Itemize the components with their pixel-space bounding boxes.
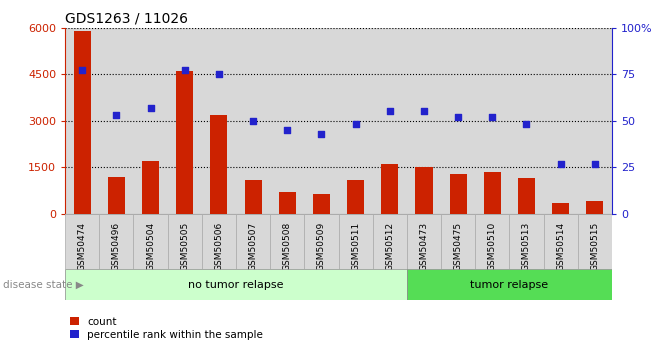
Point [111, 112, 122, 118]
Text: GSM50504: GSM50504 [146, 222, 155, 271]
Point [521, 122, 532, 127]
Bar [313, 194, 330, 214]
Text: GSM50507: GSM50507 [249, 222, 258, 272]
Bar [99, 28, 133, 214]
Text: GSM50473: GSM50473 [419, 222, 428, 271]
Point [590, 161, 600, 166]
Bar [587, 201, 603, 214]
Bar [552, 203, 569, 214]
Bar [304, 214, 339, 269]
Bar [245, 180, 262, 214]
Bar [168, 214, 202, 269]
Text: GSM50515: GSM50515 [590, 222, 600, 272]
Bar [133, 28, 168, 214]
Bar [441, 214, 475, 269]
Bar [65, 269, 407, 300]
Point [350, 122, 361, 127]
Bar [372, 214, 407, 269]
Bar [65, 28, 99, 214]
Point [555, 161, 566, 166]
Bar [210, 115, 227, 214]
Text: GSM50506: GSM50506 [214, 222, 223, 272]
Bar [509, 28, 544, 214]
Point [77, 68, 87, 73]
Bar [270, 28, 304, 214]
Bar [236, 214, 270, 269]
Bar [518, 178, 535, 214]
Point [453, 114, 464, 120]
Bar [133, 214, 168, 269]
Text: GSM50509: GSM50509 [317, 222, 326, 272]
Bar [74, 31, 90, 214]
Bar [484, 172, 501, 214]
Bar [544, 28, 577, 214]
Point [419, 109, 429, 114]
Bar [577, 214, 612, 269]
Bar [236, 28, 270, 214]
Text: GSM50505: GSM50505 [180, 222, 189, 272]
Bar [270, 214, 304, 269]
Bar [108, 177, 125, 214]
Bar [509, 214, 544, 269]
Bar [407, 214, 441, 269]
Bar [577, 28, 612, 214]
Bar [202, 214, 236, 269]
Text: GDS1263 / 11026: GDS1263 / 11026 [65, 11, 188, 25]
Text: GSM50510: GSM50510 [488, 222, 497, 272]
Bar [407, 28, 441, 214]
Bar [475, 28, 509, 214]
Bar [415, 167, 432, 214]
Bar [304, 28, 339, 214]
Text: GSM50514: GSM50514 [556, 222, 565, 271]
Point [316, 131, 327, 137]
Bar [475, 214, 509, 269]
Bar [202, 28, 236, 214]
Point [145, 105, 156, 110]
Bar [372, 28, 407, 214]
Point [180, 68, 190, 73]
Bar [168, 28, 202, 214]
Text: no tumor relapse: no tumor relapse [188, 280, 284, 289]
Text: GSM50511: GSM50511 [351, 222, 360, 272]
Text: GSM50496: GSM50496 [112, 222, 121, 271]
Bar [65, 214, 99, 269]
Point [282, 127, 292, 133]
Bar [381, 164, 398, 214]
Bar [347, 180, 364, 214]
Text: GSM50508: GSM50508 [283, 222, 292, 272]
Text: GSM50475: GSM50475 [454, 222, 463, 271]
Text: GSM50512: GSM50512 [385, 222, 395, 271]
Bar [407, 269, 612, 300]
Text: GSM50474: GSM50474 [77, 222, 87, 271]
Point [214, 71, 224, 77]
Bar [544, 214, 577, 269]
Point [487, 114, 497, 120]
Bar [339, 214, 372, 269]
Bar [441, 28, 475, 214]
Text: tumor relapse: tumor relapse [470, 280, 549, 289]
Bar [99, 214, 133, 269]
Text: GSM50513: GSM50513 [522, 222, 531, 272]
Point [248, 118, 258, 124]
Bar [142, 161, 159, 214]
Point [385, 109, 395, 114]
Bar [450, 174, 467, 214]
Bar [176, 71, 193, 214]
Text: disease state ▶: disease state ▶ [3, 280, 84, 289]
Bar [339, 28, 372, 214]
Bar [279, 192, 296, 214]
Legend: count, percentile rank within the sample: count, percentile rank within the sample [70, 317, 263, 340]
